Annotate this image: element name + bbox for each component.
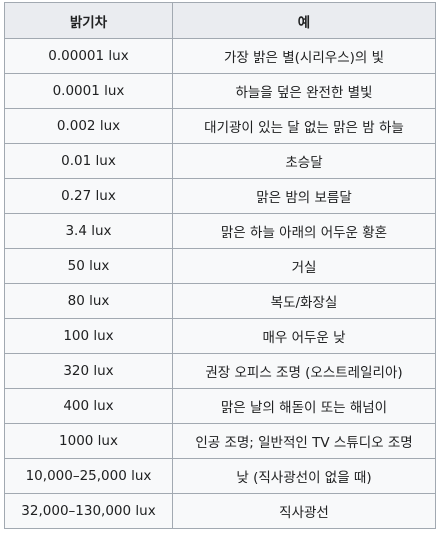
table-row: 1000 lux 인공 조명; 일반적인 TV 스튜디오 조명 [4, 423, 436, 459]
table-row: 0.27 lux 맑은 밤의 보름달 [4, 178, 436, 214]
lux-cell: 0.0001 lux [4, 73, 173, 109]
example-cell: 인공 조명; 일반적인 TV 스튜디오 조명 [172, 423, 436, 459]
table-row: 3.4 lux 맑은 하늘 아래의 어두운 황혼 [4, 213, 436, 249]
example-cell: 권장 오피스 조명 (오스트레일리아) [172, 353, 436, 389]
example-cell: 맑은 하늘 아래의 어두운 황혼 [172, 213, 436, 249]
table-row: 0.01 lux 초승달 [4, 143, 436, 179]
example-cell: 매우 어두운 낮 [172, 318, 436, 354]
example-cell: 대기광이 있는 달 없는 맑은 밤 하늘 [172, 108, 436, 144]
lux-cell: 0.01 lux [4, 143, 173, 179]
example-cell: 직사광선 [172, 493, 436, 529]
lux-cell: 0.00001 lux [4, 38, 173, 74]
lux-cell: 0.27 lux [4, 178, 173, 214]
table-row: 32,000–130,000 lux 직사광선 [4, 493, 436, 529]
example-cell: 거실 [172, 248, 436, 284]
example-cell: 하늘을 덮은 완전한 별빛 [172, 73, 436, 109]
lux-cell: 320 lux [4, 353, 173, 389]
table-row: 100 lux 매우 어두운 낮 [4, 318, 436, 354]
lux-cell: 0.002 lux [4, 108, 173, 144]
lux-cell: 32,000–130,000 lux [4, 493, 173, 529]
table-row: 80 lux 복도/화장실 [4, 283, 436, 319]
lux-cell: 1000 lux [4, 423, 173, 459]
lux-cell: 80 lux [4, 283, 173, 319]
lux-cell: 3.4 lux [4, 213, 173, 249]
lux-cell: 100 lux [4, 318, 173, 354]
table-row: 0.002 lux 대기광이 있는 달 없는 맑은 밤 하늘 [4, 108, 436, 144]
example-cell: 맑은 밤의 보름달 [172, 178, 436, 214]
example-cell: 복도/화장실 [172, 283, 436, 319]
illuminance-table: 밝기차 예 0.00001 lux 가장 밝은 별(시리우스)의 빛 0.000… [4, 2, 436, 529]
header-row: 밝기차 예 [4, 2, 436, 39]
lux-cell: 400 lux [4, 388, 173, 424]
table-header: 밝기차 예 [4, 2, 436, 39]
lux-cell: 10,000–25,000 lux [4, 458, 173, 494]
table-row: 0.0001 lux 하늘을 덮은 완전한 별빛 [4, 73, 436, 109]
table-row: 320 lux 권장 오피스 조명 (오스트레일리아) [4, 353, 436, 389]
example-cell: 가장 밝은 별(시리우스)의 빛 [172, 38, 436, 74]
header-example: 예 [172, 2, 436, 39]
table-row: 0.00001 lux 가장 밝은 별(시리우스)의 빛 [4, 38, 436, 74]
table-row: 10,000–25,000 lux 낮 (직사광선이 없을 때) [4, 458, 436, 494]
lux-cell: 50 lux [4, 248, 173, 284]
table-row: 400 lux 맑은 날의 해돋이 또는 해넘이 [4, 388, 436, 424]
example-cell: 낮 (직사광선이 없을 때) [172, 458, 436, 494]
table-body: 0.00001 lux 가장 밝은 별(시리우스)의 빛 0.0001 lux … [4, 38, 436, 529]
header-brightness: 밝기차 [4, 2, 173, 39]
example-cell: 초승달 [172, 143, 436, 179]
example-cell: 맑은 날의 해돋이 또는 해넘이 [172, 388, 436, 424]
table-row: 50 lux 거실 [4, 248, 436, 284]
